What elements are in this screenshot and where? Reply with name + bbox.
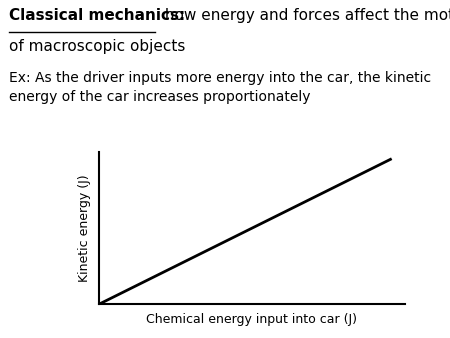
Text: of macroscopic objects: of macroscopic objects	[9, 39, 185, 54]
Text: Ex: As the driver inputs more energy into the car, the kinetic
energy of the car: Ex: As the driver inputs more energy int…	[9, 72, 431, 104]
Text: how energy and forces affect the motion: how energy and forces affect the motion	[160, 8, 450, 23]
Text: Classical mechanics:: Classical mechanics:	[9, 8, 185, 23]
X-axis label: Chemical energy input into car (J): Chemical energy input into car (J)	[147, 313, 357, 325]
Y-axis label: Kinetic energy (J): Kinetic energy (J)	[78, 174, 90, 282]
